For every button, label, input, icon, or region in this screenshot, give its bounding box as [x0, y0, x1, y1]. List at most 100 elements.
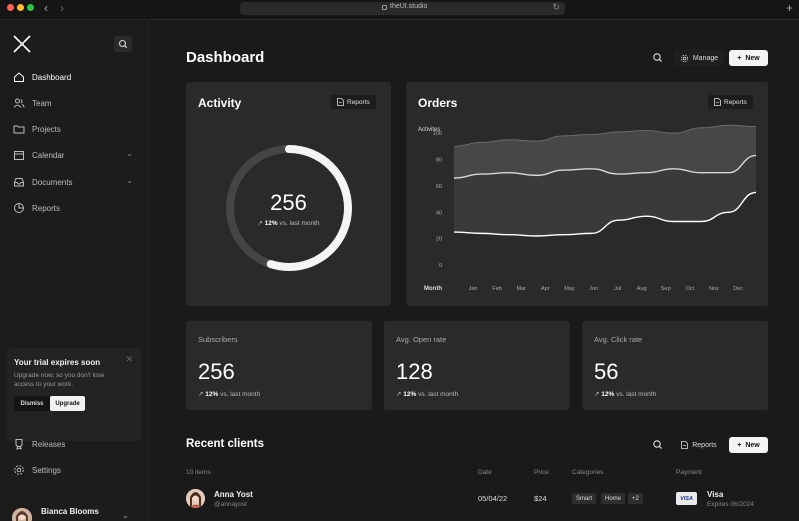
area-band-upper	[454, 125, 756, 178]
orders-reports-button[interactable]: Reports	[708, 95, 753, 109]
sidebar-item-label: Reports	[32, 203, 61, 213]
column-header-date[interactable]: Date	[478, 469, 492, 476]
sidebar-search-button[interactable]	[114, 36, 132, 52]
client-handle: @annayost	[214, 501, 247, 508]
activity-value: 256	[270, 190, 307, 215]
trial-text: Upgrade now, so you don't lose access to…	[14, 372, 105, 388]
document-icon	[337, 98, 344, 106]
forward-icon[interactable]: ›	[60, 1, 64, 15]
close-window-button[interactable]	[7, 4, 14, 11]
orders-card: Orders Reports Activites Month 0 20 40 60 80…	[406, 82, 768, 306]
reports-label: Reports	[724, 98, 747, 106]
client-date: 05/04/22	[478, 494, 508, 503]
y-tick-label: 80	[436, 158, 442, 164]
sidebar-item-dashboard[interactable]: Dashboard	[13, 69, 137, 85]
upgrade-button[interactable]: Upgrade	[50, 396, 85, 411]
stat-change: ↗ 12% vs. last month	[396, 390, 458, 398]
sidebar-item-releases[interactable]: Releases	[13, 436, 137, 452]
activity-reports-button[interactable]: Reports	[331, 95, 376, 109]
stat-card-open-rate: Avg. Open rate 128 ↗ 12% vs. last month	[384, 321, 570, 410]
activity-change: ↗ 12% vs. last month	[186, 219, 391, 227]
sidebar-item-calendar[interactable]: Calendar ⌄	[13, 147, 137, 163]
column-header-price[interactable]: Price	[534, 469, 549, 476]
change-percent: 12%	[264, 220, 278, 227]
home-icon	[14, 72, 24, 82]
reload-icon[interactable]: ↻	[552, 2, 560, 12]
search-icon[interactable]	[650, 50, 666, 66]
orders-chart: Activites Month 0 20 40 60 80 100 Jan Feb Mar Ap…	[418, 124, 757, 292]
activity-donut-chart	[226, 145, 352, 271]
sidebar-item-team[interactable]: Team	[13, 95, 137, 111]
search-icon	[118, 39, 128, 49]
x-tick-label: Mar	[516, 286, 526, 292]
x-tick-label: Aug	[637, 286, 647, 292]
chevron-down-icon[interactable]: ⌄	[122, 511, 129, 520]
sidebar-item-projects[interactable]: Projects	[13, 121, 137, 137]
arrow-up-right-icon: ↗	[198, 391, 204, 398]
gear-icon	[14, 465, 24, 475]
column-header-categories[interactable]: Categories	[572, 469, 604, 476]
stat-change: ↗ 12% vs. last month	[198, 390, 260, 398]
logo-icon[interactable]	[13, 35, 31, 53]
document-icon	[714, 98, 721, 106]
lock-icon	[382, 5, 387, 10]
user-name: Bianca Blooms	[41, 507, 99, 516]
back-icon[interactable]: ‹	[44, 1, 48, 15]
change-percent: 12%	[403, 391, 417, 398]
reports-label: Reports	[347, 98, 370, 106]
change-text: vs. last month	[616, 391, 657, 398]
change-text: vs. last month	[220, 391, 261, 398]
x-tick-label: Feb	[492, 286, 501, 292]
stat-label: Avg. Click rate	[594, 335, 643, 344]
recent-clients-title: Recent clients	[186, 438, 264, 450]
visa-card-icon: VISA	[676, 492, 697, 505]
new-client-button[interactable]: + New	[729, 437, 768, 453]
close-icon[interactable]: ✕	[125, 354, 133, 364]
sidebar-item-settings[interactable]: Settings	[13, 462, 137, 478]
sidebar-item-documents[interactable]: Documents ⌄	[13, 174, 137, 190]
change-text: vs. last month	[279, 220, 320, 227]
calendar-icon	[14, 151, 24, 160]
activity-card: Activity Reports 256 ↗ 12% vs. last mont…	[186, 82, 391, 306]
chevron-down-icon[interactable]: ⌄	[126, 176, 133, 185]
payment-method: Visa	[707, 490, 724, 499]
sidebar: Dashboard Team Projects Calendar ⌄ Docum…	[0, 21, 149, 521]
x-tick-label: Apr	[541, 286, 550, 292]
sidebar-item-label: Settings	[32, 465, 61, 475]
clients-reports-button[interactable]: Reports	[674, 437, 724, 453]
sidebar-item-label: Calendar	[32, 150, 65, 160]
browser-toolbar: ‹ › theUI.studio ↻ +	[0, 0, 799, 20]
x-tick-label: Jan	[469, 286, 478, 292]
x-tick-label: Sep	[661, 286, 671, 292]
manage-button[interactable]: Manage	[674, 50, 724, 66]
new-label: New	[745, 441, 760, 449]
column-header-payment[interactable]: Payment	[676, 469, 702, 476]
category-tag: Home	[601, 493, 626, 504]
y-tick-label: 20	[436, 237, 442, 243]
series-line-3	[453, 191, 757, 237]
minimize-window-button[interactable]	[17, 4, 24, 11]
new-tab-icon[interactable]: +	[785, 1, 793, 15]
stat-value: 128	[396, 359, 433, 384]
chart-ylabel: Activites	[418, 127, 440, 133]
new-button[interactable]: + New	[729, 50, 768, 66]
gear-icon	[680, 54, 688, 62]
avatar[interactable]	[12, 508, 32, 521]
y-tick-label: 100	[433, 131, 442, 137]
sidebar-item-label: Documents	[32, 177, 73, 187]
x-tick-label: Oct	[686, 286, 695, 292]
stat-change: ↗ 12% vs. last month	[594, 390, 656, 398]
stat-label: Avg. Open rate	[396, 335, 447, 344]
inbox-icon	[14, 178, 24, 187]
dismiss-button[interactable]: Dismiss	[14, 396, 50, 411]
sidebar-item-reports[interactable]: Reports	[13, 200, 137, 216]
address-bar[interactable]: theUI.studio ↻	[240, 2, 565, 15]
chevron-down-icon[interactable]: ⌄	[126, 149, 133, 158]
arrow-up-right-icon: ↗	[594, 391, 600, 398]
y-tick-label: 60	[436, 184, 442, 190]
payment-expiry: Expires 06/2024	[707, 501, 754, 508]
maximize-window-button[interactable]	[27, 4, 34, 11]
stat-value: 256	[198, 359, 235, 384]
search-icon[interactable]	[650, 437, 666, 453]
change-percent: 12%	[205, 391, 219, 398]
